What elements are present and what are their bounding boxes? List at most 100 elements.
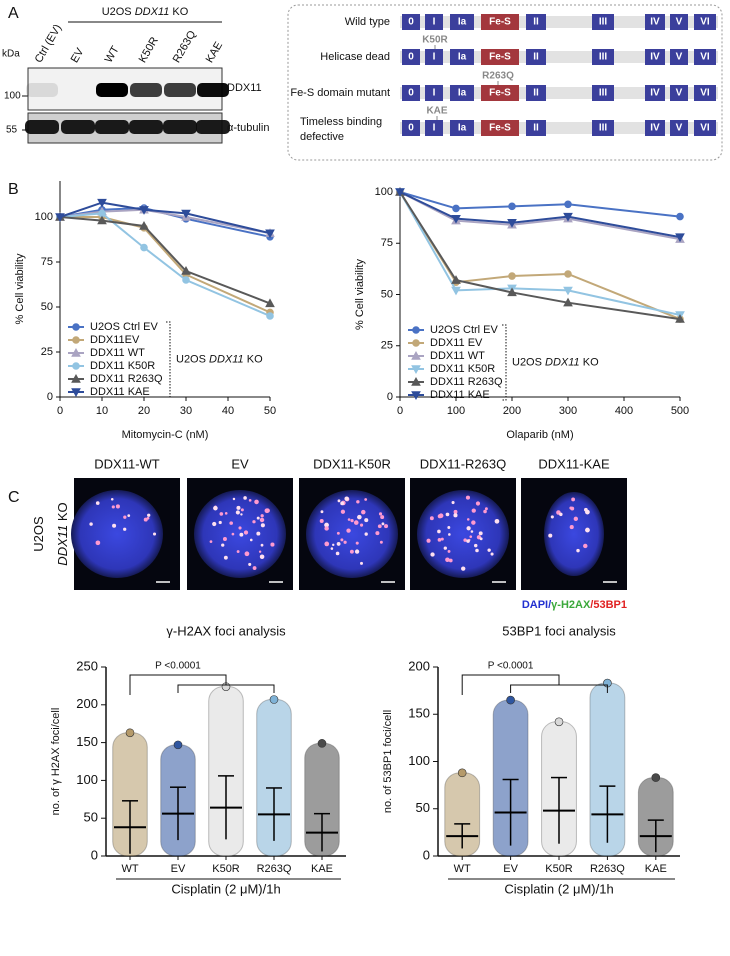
label-part: KO: [169, 6, 188, 18]
legend-marker: [72, 336, 80, 344]
marker-label: 55: [6, 125, 18, 136]
label-part: U2OS: [512, 356, 545, 368]
image-label: DDX11-R263Q: [420, 456, 506, 471]
point: [395, 188, 405, 198]
focus: [240, 508, 244, 512]
focus: [448, 558, 453, 563]
focus: [332, 543, 335, 547]
focus: [95, 501, 100, 505]
focus: [231, 532, 235, 536]
focus: [353, 520, 359, 525]
legend-marker: [411, 391, 421, 401]
label-part: DDX11: [55, 525, 70, 566]
point: [675, 233, 685, 243]
panel-letter: C: [8, 489, 20, 506]
legend-marker: [72, 362, 80, 370]
focus: [248, 499, 252, 502]
label-part: KO: [244, 353, 263, 365]
legend-label: DDX11 WT: [430, 350, 485, 362]
domain: [425, 120, 443, 136]
row-label: Wild type: [345, 16, 390, 28]
point: [651, 773, 661, 782]
mutation-label: KAE: [426, 106, 447, 117]
legend-label: DDX11 EV: [430, 337, 483, 349]
focus: [355, 541, 359, 545]
focus: [576, 548, 580, 553]
lane-label: KAE: [204, 40, 225, 65]
y-tick-label: 25: [381, 340, 393, 352]
domain: [526, 85, 546, 101]
image-label: DDX11-K50R: [313, 456, 391, 471]
side-label: U2OS: [31, 516, 46, 552]
x-tick-label: WT: [121, 863, 138, 875]
focus: [221, 543, 225, 547]
focus: [360, 561, 363, 565]
focus: [479, 537, 483, 541]
focus: [249, 538, 253, 542]
x-tick-label: 30: [180, 405, 192, 417]
point: [139, 220, 149, 230]
focus: [583, 543, 588, 549]
domain: [526, 49, 546, 65]
x-tick-label: 0: [57, 405, 63, 417]
focus: [340, 509, 346, 514]
focus: [209, 540, 213, 544]
x-tick-label: 10: [96, 405, 108, 417]
focus: [426, 538, 431, 543]
point: [506, 695, 515, 705]
label-part: KO: [55, 502, 70, 524]
point: [173, 740, 183, 750]
domain-label: IV: [650, 88, 660, 99]
point: [97, 198, 107, 208]
domain-label: 0: [408, 52, 414, 63]
label-part: DDX11: [545, 356, 580, 368]
domain-label: Ia: [458, 17, 467, 28]
domain: [526, 14, 546, 30]
focus: [252, 520, 256, 524]
point: [182, 276, 190, 284]
band: [95, 120, 129, 134]
label-part: U2OS: [102, 6, 135, 18]
focus: [445, 512, 450, 517]
x-tick-label: 50: [264, 405, 276, 417]
label-part: DAPI/: [522, 599, 551, 611]
legend-label: DDX11 R263Q: [90, 373, 163, 385]
x-tick-label: 40: [222, 405, 234, 417]
y-tick-label: 250: [76, 658, 98, 673]
domain: [481, 85, 519, 101]
p-value: P <0.0001: [488, 661, 534, 672]
nucleus: [306, 490, 398, 578]
focus: [340, 538, 344, 542]
focus: [115, 504, 120, 509]
legend-bracket: [166, 321, 171, 398]
y-axis-title: % Cell viability: [14, 253, 26, 324]
mutation-label: K50R: [422, 35, 448, 46]
focus: [212, 521, 217, 527]
domain-label: IV: [650, 17, 660, 28]
legend-label: DDX11EV: [90, 334, 140, 346]
domain: [450, 49, 474, 65]
focus: [256, 531, 261, 536]
focus: [260, 523, 265, 528]
legend-marker: [71, 347, 81, 357]
focus: [235, 510, 240, 515]
x-tick-label: 400: [615, 405, 633, 417]
x-tick-label: R263Q: [590, 863, 625, 875]
y-tick-label: 200: [408, 658, 430, 673]
point: [507, 219, 517, 228]
focus: [143, 517, 148, 522]
focus: [379, 540, 383, 544]
y-tick-label: 150: [76, 734, 98, 749]
focus: [364, 518, 369, 523]
point: [125, 728, 135, 738]
legend-label: DDX11 K50R: [90, 360, 155, 372]
focus: [218, 520, 222, 525]
focus: [236, 550, 240, 554]
focus: [437, 514, 442, 519]
protein-bar: [400, 87, 718, 99]
focus: [320, 510, 324, 514]
domain: [425, 85, 443, 101]
focus: [232, 497, 236, 501]
focus: [254, 499, 259, 505]
focus: [453, 513, 458, 518]
